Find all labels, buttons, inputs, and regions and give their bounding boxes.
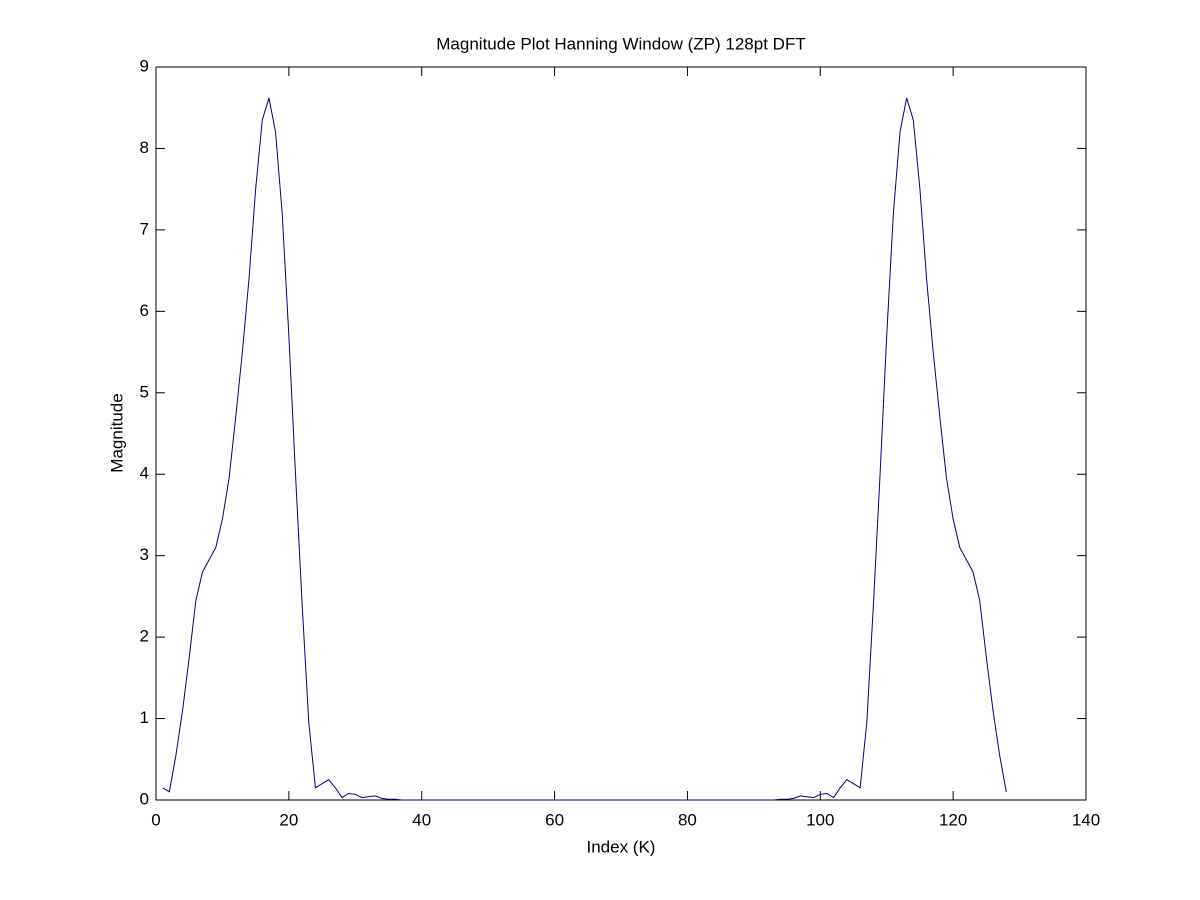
- y-tick-label: 6: [140, 301, 149, 320]
- x-tick-label: 120: [939, 810, 967, 829]
- y-tick-label: 3: [140, 545, 149, 564]
- x-tick-label: 60: [545, 810, 564, 829]
- x-axis-label: Index (K): [587, 837, 656, 856]
- chart-title: Magnitude Plot Hanning Window (ZP) 128pt…: [436, 34, 805, 53]
- y-tick-label: 1: [140, 708, 149, 727]
- y-tick-label: 4: [140, 464, 149, 483]
- x-tick-label: 140: [1072, 810, 1100, 829]
- x-tick-label: 80: [678, 810, 697, 829]
- y-tick-label: 8: [140, 138, 149, 157]
- y-axis-label: Magnitude: [107, 393, 126, 472]
- y-tick-label: 2: [140, 627, 149, 646]
- y-tick-label: 7: [140, 219, 149, 238]
- y-tick-label: 5: [140, 382, 149, 401]
- x-tick-label: 40: [412, 810, 431, 829]
- x-tick-label: 100: [806, 810, 834, 829]
- y-tick-label: 9: [140, 56, 149, 75]
- plot-area: [155, 66, 1087, 801]
- x-tick-label: 0: [151, 810, 160, 829]
- y-tick-label: 0: [140, 789, 149, 808]
- data-line: [162, 97, 1007, 801]
- x-tick-label: 20: [279, 810, 298, 829]
